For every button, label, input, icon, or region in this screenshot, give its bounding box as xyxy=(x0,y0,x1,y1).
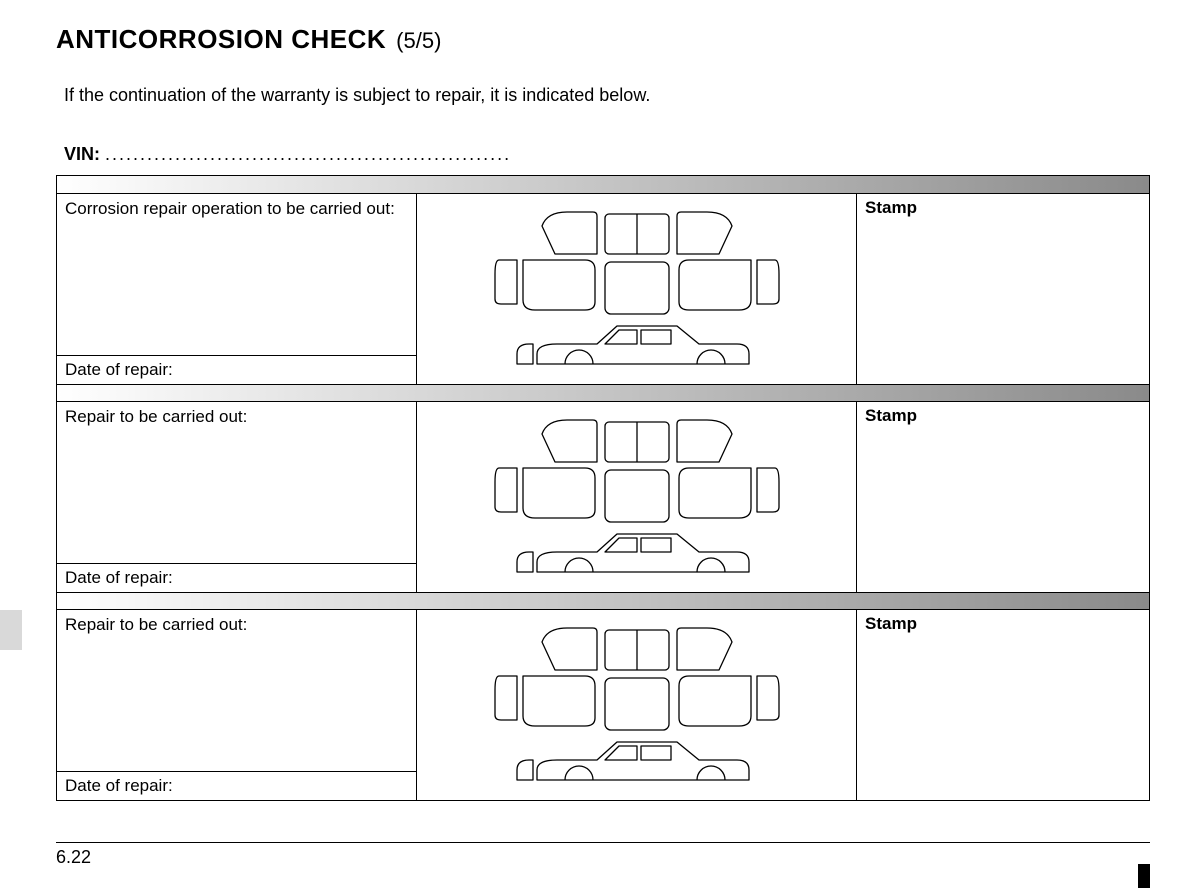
record-stamp-col: Stamp xyxy=(857,610,1149,800)
record-stamp-col: Stamp xyxy=(857,194,1149,384)
date-label: Date of repair: xyxy=(57,772,416,800)
vehicle-diagram-icon xyxy=(487,620,787,790)
date-label: Date of repair: xyxy=(57,356,416,384)
side-tab-marker xyxy=(0,610,22,650)
repair-label: Repair to be carried out: xyxy=(57,402,416,564)
record-stamp-col: Stamp xyxy=(857,402,1149,592)
record-row: Repair to be carried out: Date of repair… xyxy=(57,402,1149,592)
vehicle-diagram-icon xyxy=(487,412,787,582)
repair-label: Corrosion repair operation to be carried… xyxy=(57,194,416,356)
vehicle-diagram-icon xyxy=(487,204,787,374)
record-row: Repair to be carried out: Date of repair… xyxy=(57,610,1149,800)
title-row: ANTICORROSION CHECK (5/5) xyxy=(56,24,1150,55)
record-left-col: Repair to be carried out: Date of repair… xyxy=(57,402,417,592)
records-table: Corrosion repair operation to be carried… xyxy=(56,175,1150,801)
page-title-suffix: (5/5) xyxy=(396,28,441,54)
date-label: Date of repair: xyxy=(57,564,416,592)
record-diagram-col xyxy=(417,194,857,384)
gradient-bar xyxy=(57,176,1149,194)
record-row: Corrosion repair operation to be carried… xyxy=(57,194,1149,384)
stamp-label: Stamp xyxy=(865,614,917,633)
record-left-col: Corrosion repair operation to be carried… xyxy=(57,194,417,384)
page-container: ANTICORROSION CHECK (5/5) If the continu… xyxy=(0,0,1200,811)
stamp-label: Stamp xyxy=(865,198,917,217)
vin-label: VIN: xyxy=(64,144,100,164)
page-number: 6.22 xyxy=(56,842,1150,868)
record-diagram-col xyxy=(417,402,857,592)
repair-label: Repair to be carried out: xyxy=(57,610,416,772)
record-left-col: Repair to be carried out: Date of repair… xyxy=(57,610,417,800)
gradient-bar xyxy=(57,592,1149,610)
stamp-label: Stamp xyxy=(865,406,917,425)
page-title: ANTICORROSION CHECK xyxy=(56,24,386,55)
intro-text: If the continuation of the warranty is s… xyxy=(64,85,1150,106)
vin-dots: ........................................… xyxy=(105,144,511,164)
record-diagram-col xyxy=(417,610,857,800)
vin-row: VIN: ...................................… xyxy=(64,144,1150,165)
crop-mark-icon xyxy=(1138,864,1150,888)
gradient-bar xyxy=(57,384,1149,402)
